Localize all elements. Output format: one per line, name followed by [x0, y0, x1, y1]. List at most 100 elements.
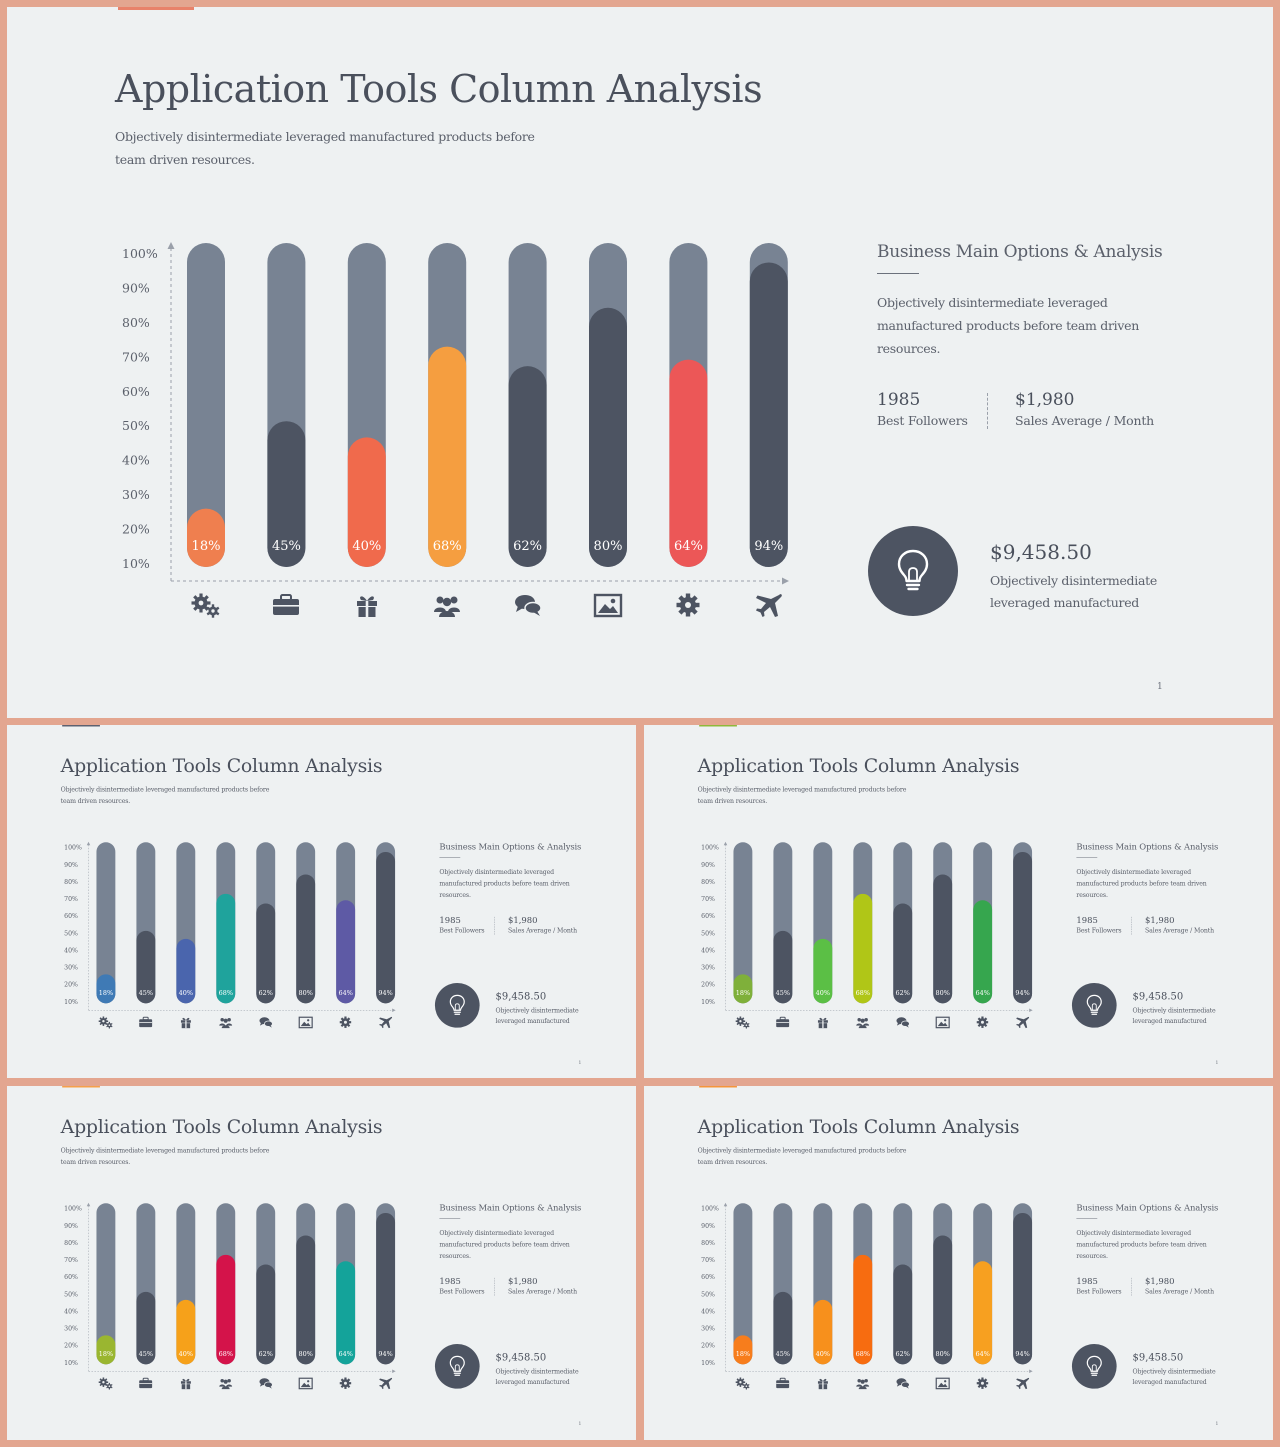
gears-icon	[98, 1376, 114, 1391]
slide-content: Application Tools Column Analysis Object…	[7, 1086, 636, 1439]
slide-variant-mixed: Application Tools Column Analysis Object…	[7, 1086, 636, 1440]
bar-fill	[187, 508, 225, 567]
bar-value-label: 62%	[259, 1350, 273, 1358]
bar-fill	[176, 938, 196, 1004]
gears-icon	[190, 590, 222, 620]
slide-variant-green: Application Tools Column Analysis Object…	[644, 725, 1273, 1078]
slide-variant-blue: Application Tools Column Analysis Object…	[7, 725, 636, 1078]
y-axis-arrow	[86, 841, 91, 846]
gift-icon	[351, 590, 383, 620]
y-tick-label: 10%	[122, 556, 150, 571]
side-text: Objectively disintermediate leveraged ma…	[1076, 868, 1207, 899]
y-tick-label: 20%	[64, 1343, 78, 1350]
chat-bubbles-icon	[258, 1376, 274, 1391]
users-icon	[855, 1015, 871, 1030]
slide-title: Application Tools Column Analysis	[60, 1115, 383, 1138]
slide-title: Application Tools Column Analysis	[115, 67, 763, 111]
top-accent-bar	[62, 725, 100, 727]
y-tick-label: 50%	[64, 1291, 78, 1298]
bar-value-label: 45%	[139, 1350, 153, 1358]
top-accent-bar	[62, 1086, 100, 1088]
gear-icon	[338, 1376, 354, 1391]
bar-fill	[508, 366, 547, 567]
y-tick-label: 60%	[64, 913, 78, 920]
column-chart: 10% 20% 30% 40% 50% 60% 70% 80% 90% 100% 18% 45% 40%…	[701, 1202, 1033, 1374]
y-tick-label: 10%	[64, 999, 78, 1006]
slide-subtitle: Objectively disintermediate leveraged ma…	[697, 1146, 907, 1166]
image-icon	[592, 590, 624, 620]
page-number: 1	[1157, 682, 1163, 692]
gears-icon	[735, 1015, 751, 1030]
lightbulb-icon	[897, 549, 929, 591]
bar-fill	[256, 903, 276, 1004]
bar-fill	[1013, 851, 1033, 1004]
bar-track	[187, 243, 225, 567]
bar-fill	[347, 437, 386, 567]
y-tick-label: 30%	[701, 965, 715, 972]
bar-fill	[376, 1212, 396, 1365]
stat-followers-label: Best Followers	[877, 413, 968, 428]
bar-fill	[773, 930, 793, 1004]
y-tick-label: 20%	[701, 982, 715, 989]
bar-value-label: 40%	[352, 539, 381, 554]
highlight-value: $9,458.50	[1132, 1350, 1184, 1363]
gear-icon	[975, 1015, 991, 1030]
page-number: 1	[1215, 1060, 1219, 1066]
slide-title: Application Tools Column Analysis	[697, 754, 1020, 777]
y-tick-label: 80%	[64, 1240, 78, 1247]
image-icon	[298, 1376, 314, 1391]
x-axis-arrow	[392, 1008, 396, 1013]
side-title: Business Main Options & Analysis	[439, 841, 582, 852]
airplane-icon	[1015, 1376, 1031, 1391]
stat-sales-value: $1,980	[507, 915, 538, 926]
y-tick-label: 10%	[64, 1360, 78, 1367]
bar-fill	[256, 1264, 276, 1365]
y-tick-label: 100%	[122, 246, 158, 261]
y-axis-arrow	[723, 841, 728, 846]
bar-track	[733, 1203, 753, 1365]
bar-value-label: 80%	[299, 989, 313, 997]
bar-value-label: 68%	[219, 989, 233, 997]
lightbulb-badge	[434, 982, 480, 1028]
stat-sales-label: Sales Average / Month	[1015, 413, 1155, 428]
y-tick-label: 100%	[701, 1206, 719, 1213]
slide-title: Application Tools Column Analysis	[60, 754, 383, 777]
highlight-value: $9,458.50	[1132, 989, 1184, 1002]
bar-value-label: 18%	[192, 539, 221, 554]
bar-fill	[893, 903, 913, 1004]
bar-fill	[336, 1261, 356, 1365]
bar-track	[96, 1203, 116, 1365]
image-icon	[935, 1015, 951, 1030]
stat-followers-value: 1985	[439, 915, 461, 926]
y-tick-label: 60%	[701, 1274, 715, 1281]
bar-value-label: 45%	[776, 989, 790, 997]
stat-followers-value: 1985	[1076, 915, 1098, 926]
bar-value-label: 62%	[896, 989, 910, 997]
y-tick-label: 70%	[122, 349, 150, 364]
slide-content: Application Tools Column Analysis Object…	[644, 725, 1273, 1078]
stat-followers-label: Best Followers	[1076, 1287, 1122, 1296]
bar-fill	[267, 421, 306, 567]
y-tick-label: 50%	[701, 1291, 715, 1298]
slide-subtitle: Objectively disintermediate leveraged ma…	[697, 785, 907, 805]
bar-value-label: 40%	[816, 1350, 830, 1358]
bar-value-label: 62%	[513, 539, 542, 554]
y-tick-label: 80%	[701, 879, 715, 886]
lightbulb-badge	[434, 1343, 480, 1389]
stat-followers-value: 1985	[439, 1276, 461, 1287]
y-axis-arrow	[167, 242, 175, 249]
lightbulb-badge	[1071, 1343, 1117, 1389]
bar-value-label: 40%	[816, 989, 830, 997]
bar-value-label: 62%	[896, 1350, 910, 1358]
y-tick-label: 40%	[122, 453, 150, 468]
y-tick-label: 100%	[64, 1206, 82, 1213]
bar-fill	[136, 1291, 156, 1365]
bar-value-label: 64%	[975, 1350, 989, 1358]
bar-fill	[1013, 1212, 1033, 1365]
page-number: 1	[578, 1421, 582, 1427]
bar-value-label: 68%	[219, 1350, 233, 1358]
bar-fill	[428, 346, 467, 567]
y-axis-arrow	[86, 1202, 91, 1207]
stat-sales-value: $1,980	[1144, 1276, 1175, 1287]
side-title: Business Main Options & Analysis	[439, 1202, 582, 1213]
